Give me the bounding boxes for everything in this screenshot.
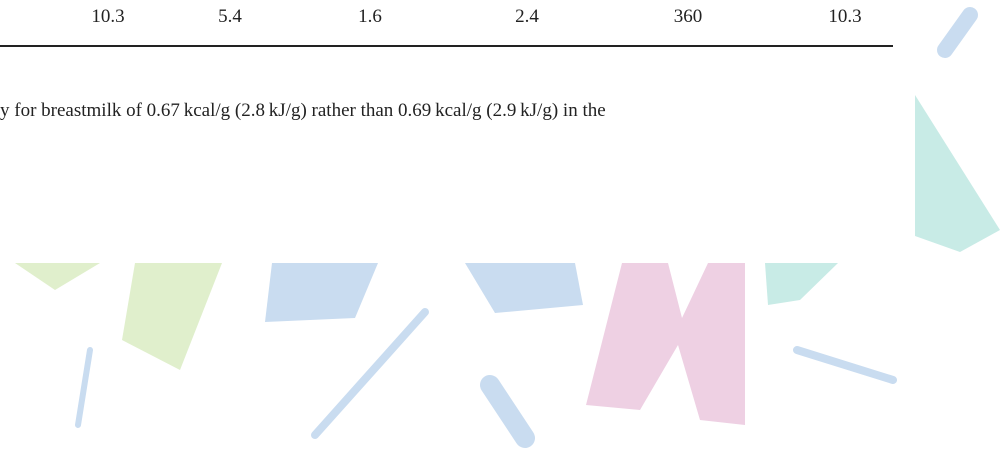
decor-shape	[465, 263, 583, 313]
decor-shape	[15, 263, 100, 290]
decor-strokes	[78, 15, 970, 438]
table-cell: 1.6	[358, 6, 382, 28]
decor-stroke	[490, 385, 525, 438]
decor-stroke	[78, 350, 90, 425]
decor-shape	[122, 263, 222, 370]
decor-stroke	[315, 312, 425, 435]
decor-stroke	[945, 15, 970, 50]
decoration	[0, 0, 1000, 450]
table-cell: 10.3	[91, 6, 124, 28]
decor-shape	[265, 263, 378, 322]
footnote: y for breastmilk of 0.67 kcal/g (2.8 kJ/…	[0, 100, 606, 122]
decor-shape	[586, 263, 745, 425]
table-rule	[0, 45, 893, 47]
page: 10.3 5.4 1.6 2.4 360 10.3 y for breastmi…	[0, 0, 1000, 450]
decor-shape	[765, 263, 838, 305]
table-cell: 2.4	[515, 6, 539, 28]
table-cell: 5.4	[218, 6, 242, 28]
table-cell: 10.3	[828, 6, 861, 28]
decor-stroke	[797, 350, 893, 380]
decor-shape	[915, 95, 1000, 252]
table-cell: 360	[674, 6, 703, 28]
